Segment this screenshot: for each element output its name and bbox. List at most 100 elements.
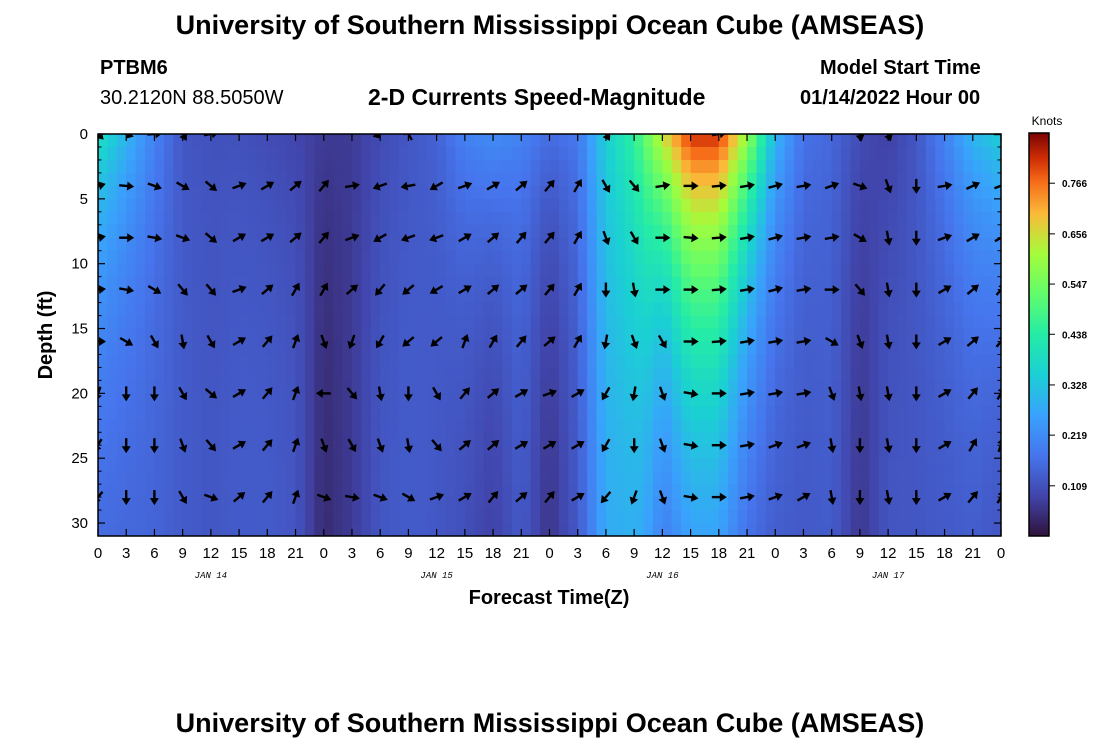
heatmap-cell (765, 302, 776, 317)
heatmap-cell (389, 484, 400, 498)
heatmap-cell (192, 341, 203, 356)
heatmap-cell (558, 250, 569, 265)
current-arrow (629, 438, 639, 454)
heatmap-cell (737, 367, 748, 381)
heatmap-cell (794, 250, 805, 265)
heatmap-cell (671, 185, 682, 200)
current-arrow (401, 492, 416, 502)
heatmap-cell (267, 523, 278, 536)
heatmap-cell (869, 302, 880, 317)
heatmap-cell (737, 315, 748, 330)
heatmap-cell (229, 198, 240, 213)
heatmap-cell (587, 510, 598, 524)
current-arrow (291, 385, 301, 401)
heatmap-cell (116, 250, 127, 265)
heatmap-cell (126, 419, 137, 433)
heatmap-cell (794, 302, 805, 317)
heatmap-cell (257, 302, 268, 317)
heatmap-cell (126, 211, 137, 226)
heatmap-cell (803, 302, 814, 317)
heatmap-cell (239, 185, 250, 200)
heatmap-cell (859, 341, 870, 356)
heatmap-cell (812, 172, 823, 187)
heatmap-cell (916, 354, 927, 369)
heatmap-cell (427, 432, 438, 446)
heatmap-cell (342, 146, 353, 161)
heatmap-cell (98, 172, 109, 187)
heatmap-cell (239, 432, 250, 446)
heatmap-cell (314, 289, 325, 304)
heatmap-cell (107, 367, 118, 381)
heatmap-cell (483, 393, 494, 407)
heatmap-cell (568, 432, 579, 446)
heatmap-cell (690, 211, 701, 226)
x-tick-label: 12 (203, 545, 220, 562)
current-arrow (827, 438, 837, 454)
heatmap-cell (229, 289, 240, 304)
heatmap-cell (295, 185, 306, 200)
heatmap-cell (540, 224, 551, 239)
heatmap-cell (587, 198, 598, 213)
heatmap-cell (671, 276, 682, 291)
heatmap-cell (888, 497, 899, 511)
heatmap-cell (107, 484, 118, 498)
heatmap-cell (163, 523, 174, 536)
heatmap-cell (775, 146, 786, 161)
heatmap-cell (163, 484, 174, 498)
heatmap-cell (446, 380, 457, 394)
heatmap-cell (107, 237, 118, 252)
current-arrow (601, 179, 611, 193)
heatmap-cell (408, 328, 419, 343)
heatmap-cell (577, 159, 588, 174)
heatmap-cell (145, 198, 156, 213)
heatmap-cell (530, 341, 541, 356)
heatmap-cell (916, 406, 927, 420)
heatmap-cell (615, 315, 626, 330)
heatmap-cell (775, 458, 786, 472)
heatmap-cell (747, 393, 758, 407)
heatmap-cell (737, 185, 748, 200)
heatmap-cell (417, 380, 428, 394)
heatmap-cell (257, 393, 268, 407)
colorbar-tick-label: 0.438 (1062, 330, 1087, 341)
heatmap-cell (417, 328, 428, 343)
heatmap-cell (728, 263, 739, 278)
heatmap-cell (408, 289, 419, 304)
heatmap-cell (700, 510, 711, 524)
heatmap-cell (304, 354, 315, 369)
current-arrow (544, 179, 555, 193)
heatmap-cell (624, 146, 635, 161)
heatmap-cell (718, 497, 729, 511)
current-arrow (911, 178, 921, 194)
heatmap-cell (784, 523, 795, 536)
heatmap-cell (182, 497, 193, 511)
heatmap-cell (464, 354, 475, 369)
heatmap-cell (192, 185, 203, 200)
heatmap-cell (925, 159, 936, 174)
heatmap-cell (229, 250, 240, 265)
heatmap-cell (98, 159, 109, 174)
heatmap-cell (286, 367, 297, 381)
heatmap-cell (944, 134, 955, 148)
heatmap-cell (502, 497, 513, 511)
heatmap-cell (549, 134, 560, 148)
heatmap-cell (145, 484, 156, 498)
heatmap-cell (361, 484, 372, 498)
heatmap-cell (257, 419, 268, 433)
heatmap-cell (765, 315, 776, 330)
x-tick-label: 15 (682, 545, 699, 562)
heatmap-cell (916, 484, 927, 498)
heatmap-cell (107, 276, 118, 291)
heatmap-cell (464, 146, 475, 161)
heatmap-cell (916, 458, 927, 472)
heatmap-cell (455, 276, 466, 291)
heatmap-cell (530, 289, 541, 304)
heatmap-cell (417, 172, 428, 187)
heatmap-cell (408, 445, 419, 459)
heatmap-cell (718, 523, 729, 536)
heatmap-cell (436, 471, 447, 485)
heatmap-cell (511, 276, 522, 291)
heatmap-cell (953, 250, 964, 265)
heatmap-cell (163, 445, 174, 459)
heatmap-cell (389, 146, 400, 161)
